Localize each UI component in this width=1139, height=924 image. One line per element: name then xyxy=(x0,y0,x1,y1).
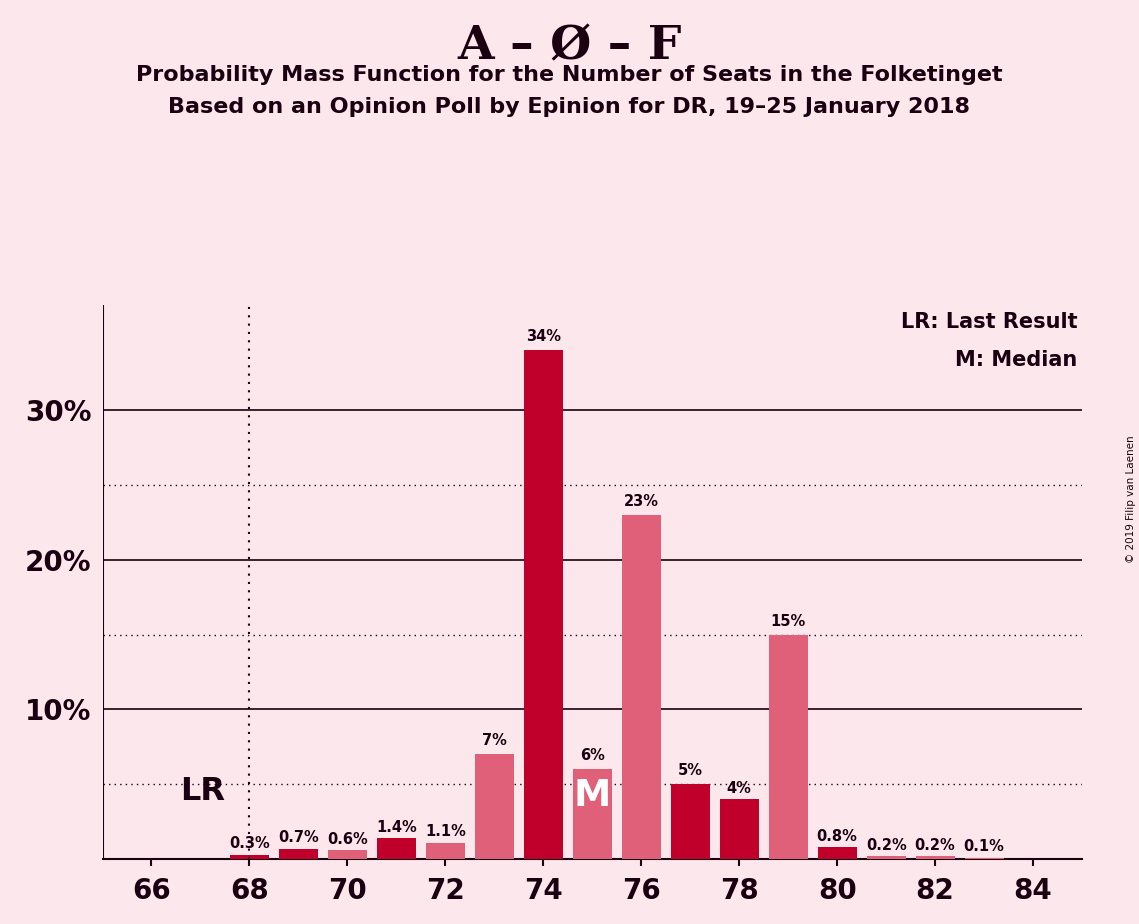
Text: 0.1%: 0.1% xyxy=(964,839,1005,854)
Text: 23%: 23% xyxy=(624,493,658,509)
Text: A – Ø – F: A – Ø – F xyxy=(458,23,681,69)
Text: Probability Mass Function for the Number of Seats in the Folketinget: Probability Mass Function for the Number… xyxy=(137,65,1002,85)
Bar xyxy=(328,850,367,859)
Bar xyxy=(671,784,710,859)
Text: 1.1%: 1.1% xyxy=(425,824,466,839)
Text: 0.2%: 0.2% xyxy=(915,837,956,853)
Text: 4%: 4% xyxy=(727,781,752,796)
Bar xyxy=(769,635,808,859)
Text: 5%: 5% xyxy=(678,763,703,778)
Text: 0.3%: 0.3% xyxy=(229,836,270,851)
Text: 6%: 6% xyxy=(580,748,605,763)
Text: 0.8%: 0.8% xyxy=(817,829,858,844)
Bar xyxy=(867,857,906,859)
Text: 0.2%: 0.2% xyxy=(866,837,907,853)
Text: 34%: 34% xyxy=(526,329,560,344)
Bar xyxy=(818,847,857,859)
Text: 15%: 15% xyxy=(771,614,805,628)
Text: M: Median: M: Median xyxy=(954,350,1077,370)
Text: M: M xyxy=(574,778,611,814)
Text: 0.7%: 0.7% xyxy=(278,830,319,845)
Text: 1.4%: 1.4% xyxy=(376,820,417,834)
Bar xyxy=(720,799,759,859)
Bar xyxy=(426,843,465,859)
Bar xyxy=(475,754,514,859)
Text: Based on an Opinion Poll by Epinion for DR, 19–25 January 2018: Based on an Opinion Poll by Epinion for … xyxy=(169,97,970,117)
Text: LR: LR xyxy=(180,776,226,808)
Bar xyxy=(377,838,416,859)
Text: 0.6%: 0.6% xyxy=(327,832,368,846)
Bar xyxy=(622,515,661,859)
Bar xyxy=(916,857,954,859)
Bar xyxy=(279,849,318,859)
Bar xyxy=(230,855,269,859)
Text: LR: Last Result: LR: Last Result xyxy=(901,312,1077,333)
Text: © 2019 Filip van Laenen: © 2019 Filip van Laenen xyxy=(1126,435,1136,563)
Bar xyxy=(524,350,563,859)
Bar xyxy=(573,770,612,859)
Bar xyxy=(965,857,1003,859)
Text: 7%: 7% xyxy=(482,734,507,748)
